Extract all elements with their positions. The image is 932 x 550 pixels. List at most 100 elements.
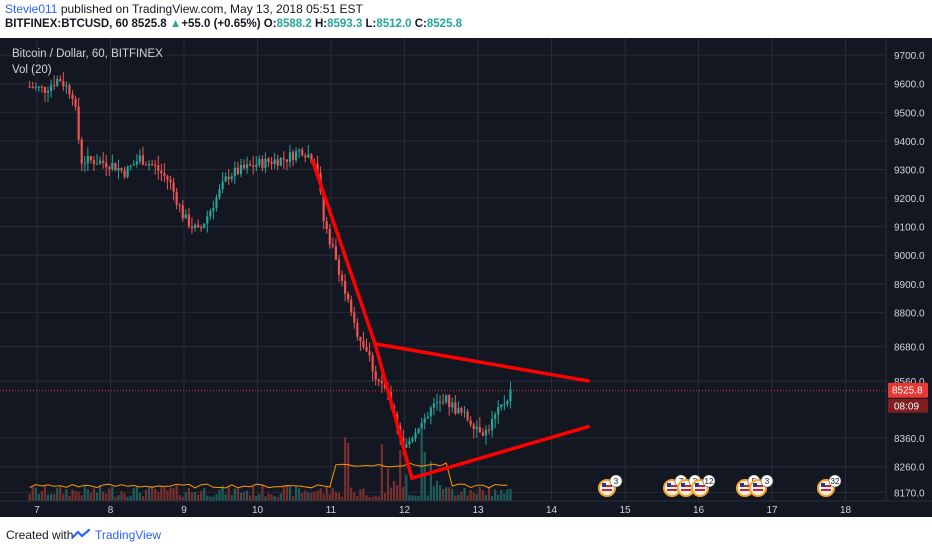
volume-bar [175, 485, 178, 501]
volume-bar [282, 486, 285, 501]
candle-body [481, 432, 484, 436]
candle-body [111, 162, 114, 169]
trend-lines-layer[interactable] [310, 159, 590, 480]
volume-bar [481, 490, 484, 501]
economic-event-marker[interactable]: 12 [691, 474, 716, 497]
volume-bar [154, 488, 157, 501]
candle-body [129, 165, 132, 167]
volume-bar [169, 487, 172, 501]
candle-body [56, 78, 59, 86]
candle-body [209, 210, 212, 217]
volume-bar [411, 495, 414, 501]
candle-body [178, 204, 181, 206]
candle-body [62, 81, 65, 87]
event-markers[interactable]: 373125332 [598, 474, 842, 497]
candle-body [509, 389, 512, 401]
candle-body [230, 176, 233, 180]
volume-bar [59, 485, 62, 501]
candle-body [368, 351, 371, 356]
countdown-label: 08:09 [894, 402, 919, 413]
candle-body [43, 87, 47, 93]
candle-body [252, 165, 255, 167]
volume-bar [423, 451, 426, 501]
volume-bar [68, 495, 71, 501]
candle-body [190, 226, 194, 229]
candle-body [414, 432, 417, 439]
trend-line[interactable] [310, 159, 377, 346]
candle-body [147, 164, 151, 166]
volume-bar [95, 492, 99, 501]
candle-body [359, 336, 362, 342]
candle-body [53, 85, 56, 87]
candle-body [460, 407, 463, 413]
candle-body [49, 85, 53, 91]
candle-body [322, 191, 325, 222]
candle-body [494, 414, 497, 419]
economic-event-marker[interactable]: 3 [749, 474, 774, 497]
candle-body [432, 403, 435, 408]
volume-bar [215, 494, 218, 501]
volume-bar [147, 486, 151, 501]
economic-event-marker[interactable]: 32 [817, 474, 842, 497]
time-tick-label: 11 [326, 505, 337, 516]
candle-body [68, 85, 71, 95]
time-tick-label: 14 [546, 505, 558, 516]
price-chart[interactable]: 9700.09600.09500.09400.09300.09200.09100… [0, 38, 932, 517]
candle-body [215, 197, 218, 209]
candle-body [304, 155, 307, 158]
author-link[interactable]: Stevie011 [5, 2, 58, 16]
volume-bar [285, 485, 288, 501]
candle-body [347, 293, 350, 300]
candle-body [448, 395, 451, 408]
candle-body [285, 159, 288, 162]
price-tick-label: 8680.0 [894, 343, 925, 354]
price-tick-label: 8560.0 [894, 377, 925, 388]
candle-body [172, 182, 175, 192]
candle-body [411, 438, 414, 442]
candle-body [426, 416, 429, 419]
trend-line[interactable] [373, 342, 414, 480]
candle-body [157, 165, 160, 171]
candle-body [463, 411, 466, 413]
trend-line[interactable] [373, 342, 590, 383]
candle-body [307, 154, 310, 158]
candle-body [310, 154, 313, 162]
candle-body [59, 78, 62, 82]
close-label: C: [414, 18, 427, 30]
candle-body [288, 152, 292, 162]
candle-body [163, 173, 166, 176]
candle-body [497, 407, 500, 415]
candle-body [249, 164, 252, 166]
price-axis[interactable]: 9700.0 9600.0 9500.0 9400.0 9300.0 9200.0 9100… [885, 38, 932, 517]
candle-body [503, 404, 506, 406]
economic-event-marker[interactable]: 3 [598, 474, 623, 497]
volume-bar [368, 496, 371, 501]
volume-bar [347, 443, 350, 501]
volume-bar [454, 495, 457, 501]
chart-area[interactable]: 9700.0 9600.0 9500.0 9400.0 9300.0 9200.0 9100… [0, 38, 932, 517]
time-tick-label: 8 [108, 505, 114, 516]
volume-bar [448, 487, 451, 501]
volume-bar [245, 490, 249, 501]
volume-bar [206, 495, 209, 501]
change-value: +55.0 (+0.65%) [181, 18, 261, 30]
event-count-bubble [828, 474, 842, 488]
volume-bar [396, 485, 399, 501]
volume-bar [239, 492, 243, 501]
price-tick-label: 8900.0 [894, 280, 925, 291]
volume-bar [37, 494, 40, 501]
volume-bar [126, 496, 129, 501]
candle-body [236, 167, 239, 174]
candle-body [371, 355, 374, 372]
event-count-label: 3 [614, 477, 619, 486]
volume-bar [80, 495, 83, 501]
volume-bar [405, 474, 408, 501]
tradingview-brand-link[interactable]: TradingView [95, 528, 162, 542]
volume-bar [417, 495, 420, 501]
flag-stripe [821, 489, 831, 491]
candle-body [193, 224, 197, 229]
volume-bar [83, 485, 86, 501]
trend-line[interactable] [410, 424, 590, 480]
volume-bar [221, 485, 224, 501]
time-axis[interactable]: 7 8 9 10 11 12 13 14 15 16 17 18 [0, 500, 932, 516]
